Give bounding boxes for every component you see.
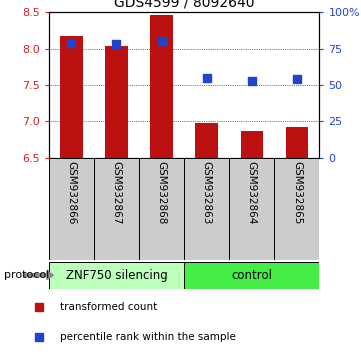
Text: transformed count: transformed count — [60, 302, 157, 312]
Text: GSM932863: GSM932863 — [202, 161, 212, 224]
Point — [249, 78, 255, 84]
Bar — [184, 262, 319, 289]
Point — [204, 75, 209, 80]
Point — [114, 41, 119, 47]
Bar — [105, 46, 128, 158]
Text: ZNF750 silencing: ZNF750 silencing — [66, 269, 167, 282]
Title: GDS4599 / 8092640: GDS4599 / 8092640 — [114, 0, 255, 10]
Bar — [274, 158, 319, 260]
Text: GSM932868: GSM932868 — [157, 161, 166, 224]
Point — [69, 40, 74, 46]
Point — [159, 39, 165, 44]
Text: GSM932865: GSM932865 — [292, 161, 302, 224]
Bar — [229, 158, 274, 260]
Text: percentile rank within the sample: percentile rank within the sample — [60, 332, 235, 342]
Text: GSM932866: GSM932866 — [66, 161, 76, 224]
Bar — [60, 36, 83, 158]
Bar — [94, 158, 139, 260]
Text: control: control — [231, 269, 272, 282]
Bar — [286, 127, 308, 158]
Bar — [184, 158, 229, 260]
Text: protocol: protocol — [4, 270, 49, 280]
Text: GSM932867: GSM932867 — [112, 161, 121, 224]
Bar — [49, 158, 94, 260]
Text: GSM932864: GSM932864 — [247, 161, 257, 224]
Bar — [49, 262, 184, 289]
Bar — [139, 158, 184, 260]
Bar — [195, 123, 218, 158]
Bar — [150, 15, 173, 158]
Bar — [240, 131, 263, 158]
Point — [294, 76, 300, 82]
